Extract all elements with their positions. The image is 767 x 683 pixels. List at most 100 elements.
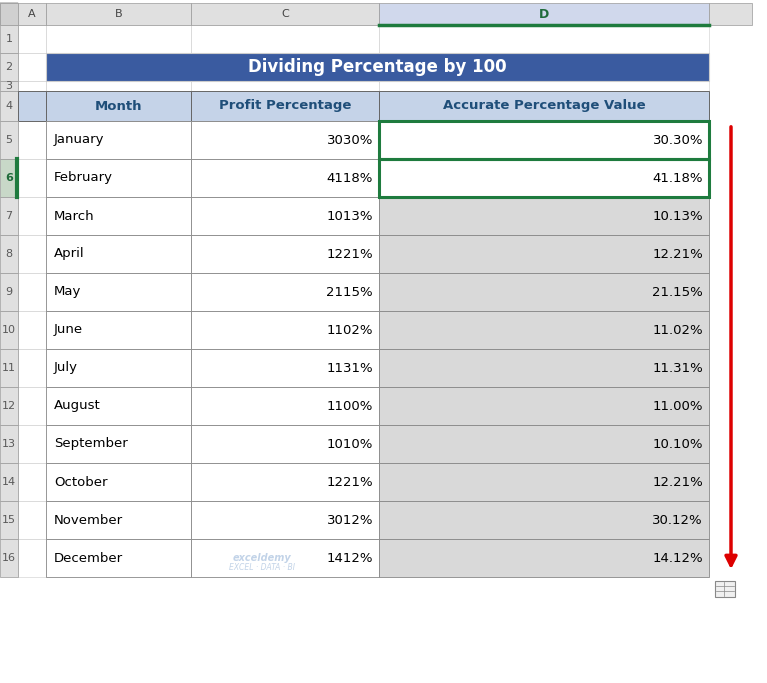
Text: 10: 10 <box>2 325 16 335</box>
Text: 9: 9 <box>5 287 12 297</box>
Bar <box>191 235 379 273</box>
Text: 2: 2 <box>5 62 12 72</box>
Bar <box>46 235 191 273</box>
Text: 1102%: 1102% <box>327 324 373 337</box>
Text: August: August <box>54 400 100 413</box>
Bar <box>46 463 191 501</box>
Bar <box>379 425 709 463</box>
Bar <box>18 501 46 539</box>
Bar <box>18 81 46 91</box>
Bar <box>0 501 18 539</box>
Bar <box>18 273 46 311</box>
Bar <box>191 121 379 159</box>
Bar <box>379 349 709 387</box>
Bar <box>715 581 735 597</box>
Bar <box>379 3 709 25</box>
Bar <box>379 159 709 197</box>
Bar <box>46 273 191 311</box>
Text: September: September <box>54 438 128 451</box>
Text: 21.15%: 21.15% <box>652 285 703 298</box>
Bar <box>191 91 379 121</box>
Text: 1131%: 1131% <box>327 361 373 374</box>
Text: 11.02%: 11.02% <box>653 324 703 337</box>
Text: May: May <box>54 285 81 298</box>
Bar <box>46 387 191 425</box>
Bar <box>46 425 191 463</box>
Bar <box>0 387 18 425</box>
Text: Dividing Percentage by 100: Dividing Percentage by 100 <box>249 58 507 76</box>
Bar <box>379 539 709 577</box>
Text: March: March <box>54 210 94 223</box>
Text: 12.21%: 12.21% <box>652 247 703 260</box>
Text: Accurate Percentage Value: Accurate Percentage Value <box>443 100 645 113</box>
Text: 5: 5 <box>5 135 12 145</box>
Bar <box>379 387 709 425</box>
Bar <box>191 501 379 539</box>
Bar <box>18 311 46 349</box>
Bar <box>18 3 46 25</box>
Text: 3: 3 <box>5 81 12 91</box>
Text: 1: 1 <box>5 34 12 44</box>
Text: 8: 8 <box>5 249 12 259</box>
Bar <box>191 197 379 235</box>
Bar <box>379 159 709 197</box>
Text: 1221%: 1221% <box>327 475 373 488</box>
Bar <box>191 273 379 311</box>
Bar <box>191 463 379 501</box>
Bar <box>18 25 46 53</box>
Text: 1221%: 1221% <box>327 247 373 260</box>
Text: July: July <box>54 361 78 374</box>
Bar <box>18 53 46 81</box>
Text: 1100%: 1100% <box>327 400 373 413</box>
Text: 4: 4 <box>5 101 12 111</box>
Bar <box>0 539 18 577</box>
Text: 4118%: 4118% <box>327 171 373 184</box>
Text: 1412%: 1412% <box>327 551 373 565</box>
Bar <box>46 81 191 91</box>
Bar <box>46 539 191 577</box>
Bar <box>18 235 46 273</box>
Bar <box>709 3 752 25</box>
Bar <box>46 25 191 53</box>
Bar <box>0 121 18 159</box>
Bar <box>46 91 191 121</box>
Bar <box>191 539 379 577</box>
Text: EXCEL · DATA · BI: EXCEL · DATA · BI <box>229 563 295 572</box>
Text: 11.00%: 11.00% <box>653 400 703 413</box>
Text: 14: 14 <box>2 477 16 487</box>
Bar <box>18 121 46 159</box>
Bar <box>0 91 18 121</box>
Text: 41.18%: 41.18% <box>653 171 703 184</box>
Bar <box>46 197 191 235</box>
Bar <box>46 159 191 197</box>
Bar <box>379 121 709 159</box>
Text: B: B <box>115 9 122 19</box>
Text: C: C <box>281 9 289 19</box>
Text: April: April <box>54 247 84 260</box>
Text: 3030%: 3030% <box>327 133 373 146</box>
Bar <box>191 425 379 463</box>
Bar <box>379 463 709 501</box>
Bar <box>46 501 191 539</box>
Bar <box>0 463 18 501</box>
Text: October: October <box>54 475 107 488</box>
Text: 3012%: 3012% <box>327 514 373 527</box>
Bar <box>46 3 191 25</box>
Bar <box>46 121 191 159</box>
Bar <box>0 3 18 25</box>
Bar <box>0 197 18 235</box>
Bar <box>0 235 18 273</box>
Bar <box>18 91 46 121</box>
Bar <box>379 235 709 273</box>
Text: 1013%: 1013% <box>327 210 373 223</box>
Bar <box>191 349 379 387</box>
Bar <box>379 501 709 539</box>
Bar <box>0 311 18 349</box>
Bar <box>18 91 46 121</box>
Bar <box>379 311 709 349</box>
Text: 12: 12 <box>2 401 16 411</box>
Bar <box>18 387 46 425</box>
Text: 6: 6 <box>5 173 13 183</box>
Text: Month: Month <box>95 100 142 113</box>
Text: 10.13%: 10.13% <box>653 210 703 223</box>
